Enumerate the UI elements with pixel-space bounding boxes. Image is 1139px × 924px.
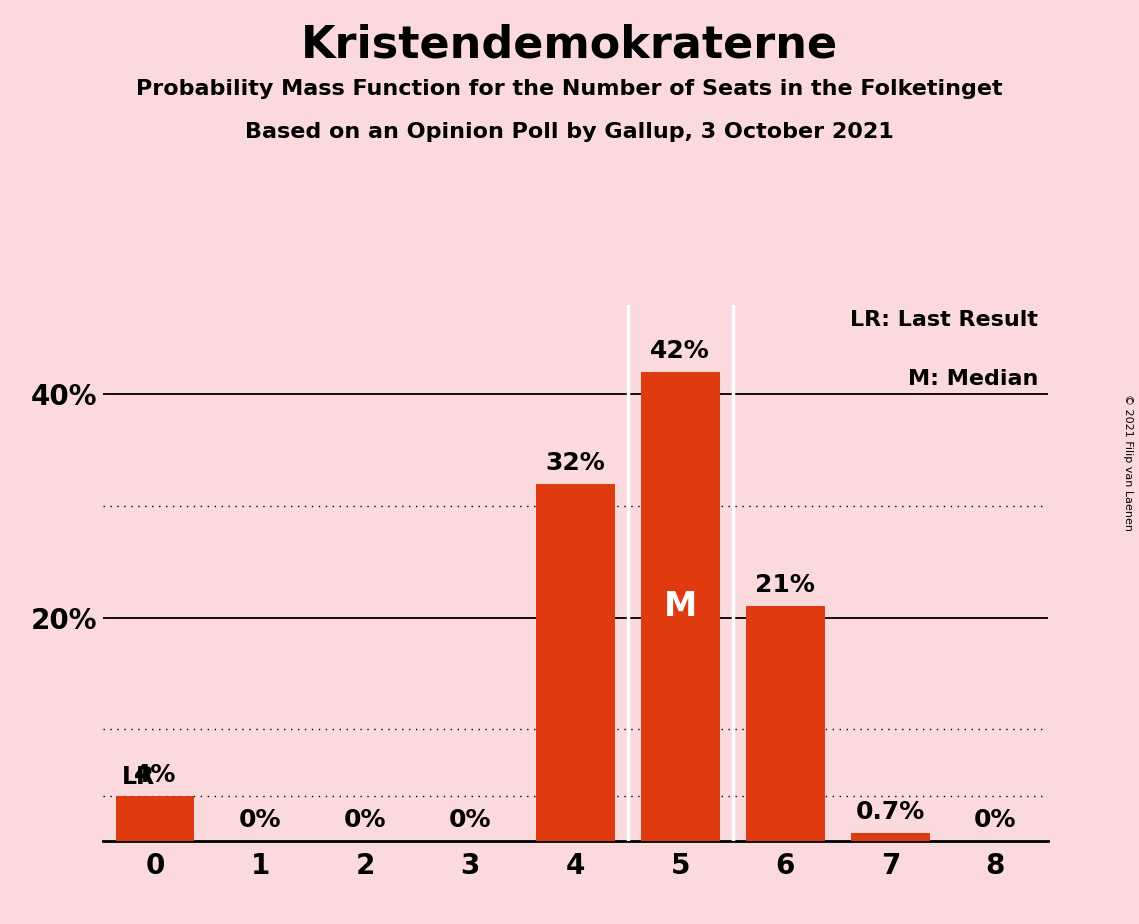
Text: LR: LR: [122, 765, 155, 789]
Text: 0%: 0%: [344, 808, 386, 832]
Text: Based on an Opinion Poll by Gallup, 3 October 2021: Based on an Opinion Poll by Gallup, 3 Oc…: [245, 122, 894, 142]
Text: 21%: 21%: [755, 574, 816, 598]
Text: LR: Last Result: LR: Last Result: [851, 310, 1039, 330]
Text: 0.7%: 0.7%: [855, 800, 925, 824]
Bar: [535, 483, 615, 841]
Text: 0%: 0%: [239, 808, 281, 832]
Bar: [746, 606, 825, 841]
Text: 42%: 42%: [650, 339, 710, 363]
Text: 0%: 0%: [974, 808, 1017, 832]
Text: M: M: [664, 590, 697, 623]
Text: Probability Mass Function for the Number of Seats in the Folketinget: Probability Mass Function for the Number…: [137, 79, 1002, 99]
Bar: [116, 796, 195, 841]
Text: Kristendemokraterne: Kristendemokraterne: [301, 23, 838, 67]
Bar: [641, 372, 720, 841]
Text: M: Median: M: Median: [908, 370, 1039, 389]
Text: 0%: 0%: [449, 808, 491, 832]
Text: 4%: 4%: [134, 763, 177, 787]
Bar: [851, 833, 929, 841]
Text: © 2021 Filip van Laenen: © 2021 Filip van Laenen: [1123, 394, 1133, 530]
Text: 32%: 32%: [546, 451, 605, 475]
